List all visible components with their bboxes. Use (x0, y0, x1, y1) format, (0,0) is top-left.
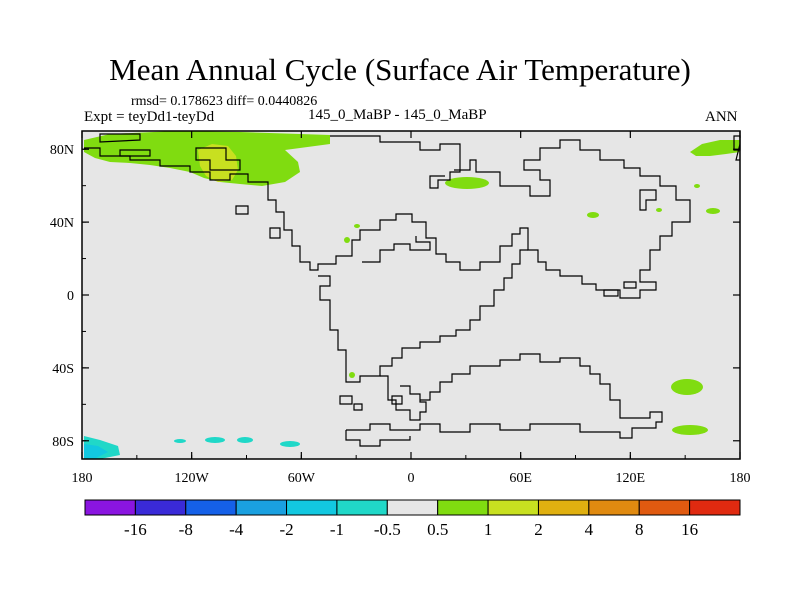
anomaly-patch-antarctic-small-3 (280, 441, 300, 447)
coastline-east-asia-inlet (639, 189, 657, 211)
coastline-central-america (235, 205, 281, 239)
coastline-antarctic-west (345, 430, 411, 447)
x-axis: 180 120W 60W 0 60E 120E 180 (72, 131, 751, 486)
anomaly-patch-antarctic-blue (84, 444, 108, 458)
colorbar-swatch (286, 499, 338, 516)
colorbar-label: -1 (330, 520, 344, 539)
anomaly-patch-south-pacific (671, 379, 703, 395)
coastline-greenland (330, 135, 461, 189)
colorbar-swatch (537, 499, 590, 516)
colorbar-label: -16 (124, 520, 147, 539)
anomaly-patch-antarctic-small-2 (237, 437, 253, 443)
colorbar: -16 -8 -4 -2 -1 -0.5 0.5 1 2 4 8 16 (84, 499, 741, 539)
colorbar-swatch (689, 499, 741, 516)
colorbar-swatch (84, 499, 136, 516)
stats-line: rmsd= 0.178623 diff= 0.0440826 (131, 94, 318, 109)
coastline-mediterranean (362, 236, 431, 263)
coastline-southern-continent (346, 353, 663, 439)
anomaly-patch-southern-ocean (672, 425, 708, 435)
y-axis: 80N 40N 0 40S 80S (50, 143, 740, 450)
x-tick-label: 0 (408, 471, 415, 486)
map-background (82, 131, 740, 459)
experiment-label: Expt = teyDd1-teyDd (84, 109, 215, 125)
colorbar-swatch (235, 499, 288, 516)
colorbar-swatch (638, 499, 691, 516)
colorbar-label: 4 (585, 520, 594, 539)
x-tick-label: 120E (616, 471, 646, 486)
anomaly-patch-east-3 (694, 184, 700, 188)
coastline-arctic-islands (99, 133, 241, 171)
colorbar-label: 16 (681, 520, 698, 539)
colorbar-label: -4 (229, 520, 244, 539)
continent-outlines (84, 133, 741, 447)
anomaly-patch-central-asia (445, 177, 489, 189)
anomaly-patch-atlantic-1 (344, 237, 350, 243)
colorbar-swatch (588, 499, 640, 516)
comparison-label: 145_0_MaBP - 145_0_MaBP (308, 107, 487, 123)
coastline-south-america-africa (318, 249, 528, 383)
plot-title: Mean Annual Cycle (Surface Air Temperatu… (109, 52, 691, 87)
colorbar-swatch (386, 499, 439, 516)
colorbar-label: 1 (484, 520, 493, 539)
colorbar-swatch (185, 499, 237, 516)
anomaly-patch-south-atlantic (349, 372, 355, 378)
colorbar-label: -2 (279, 520, 293, 539)
colorbar-label: 8 (635, 520, 644, 539)
x-tick-label: 180 (72, 471, 93, 486)
anomaly-patch-antarctic-small-4 (174, 439, 186, 443)
anomaly-patch-antarctic-small-1 (205, 437, 225, 443)
y-tick-label: 80S (52, 435, 74, 450)
colorbar-swatch (336, 499, 388, 516)
colorbar-label: 0.5 (427, 520, 448, 539)
x-tick-label: 120W (175, 471, 210, 486)
anomaly-patch-east-1 (587, 212, 599, 218)
colorbar-label: -8 (179, 520, 193, 539)
coastline-asia-details (603, 135, 741, 297)
x-tick-label: 180 (730, 471, 751, 486)
colorbar-swatch (134, 499, 187, 516)
colorbar-label: 2 (534, 520, 543, 539)
x-tick-label: 60E (509, 471, 532, 486)
anomaly-patches (84, 131, 740, 459)
season-label: ANN (705, 109, 738, 125)
coastline-europe-asia (346, 139, 691, 299)
y-tick-label: 40S (52, 362, 74, 377)
colorbar-label: -0.5 (374, 520, 401, 539)
anomaly-patch-atlantic-2 (354, 224, 360, 228)
colorbar-swatch (487, 499, 539, 516)
y-tick-label: 0 (67, 289, 74, 304)
x-tick-label: 60W (288, 471, 316, 486)
colorbar-swatch (437, 499, 489, 516)
map-panel: 180 120W 60W 0 60E 120E 180 80N 40N 0 40S 80S (50, 130, 751, 486)
y-tick-label: 80N (50, 143, 74, 158)
anomaly-patch-east-2 (706, 208, 720, 214)
anomaly-patch-east-4 (656, 208, 662, 212)
anomaly-patch-arctic-eurasia (690, 140, 740, 156)
coastline-north-america (84, 147, 346, 271)
y-tick-label: 40N (50, 216, 74, 231)
coastline-antarctic-islands (339, 395, 403, 411)
